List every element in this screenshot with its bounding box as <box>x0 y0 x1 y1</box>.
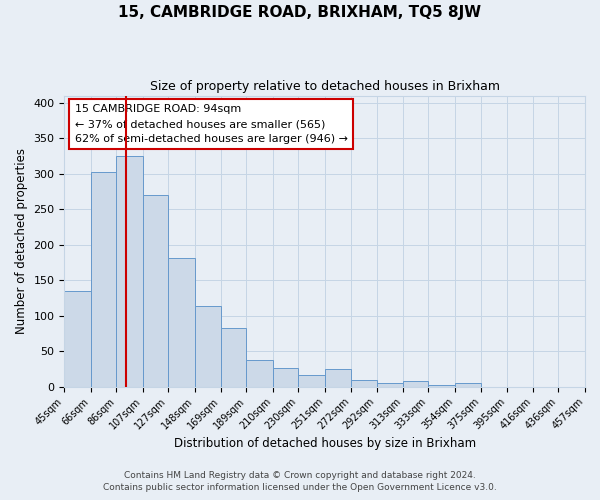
Bar <box>168 258 194 386</box>
Text: 15 CAMBRIDGE ROAD: 94sqm
← 37% of detached houses are smaller (565)
62% of semi-: 15 CAMBRIDGE ROAD: 94sqm ← 37% of detach… <box>75 104 348 144</box>
Bar <box>351 380 377 386</box>
Text: Contains HM Land Registry data © Crown copyright and database right 2024.
Contai: Contains HM Land Registry data © Crown c… <box>103 471 497 492</box>
Bar <box>377 383 403 386</box>
Bar <box>194 306 221 386</box>
Bar <box>64 291 91 386</box>
Bar <box>455 383 481 386</box>
Bar <box>403 381 428 386</box>
Bar <box>298 376 325 386</box>
Bar <box>247 360 273 386</box>
Bar <box>325 369 351 386</box>
Y-axis label: Number of detached properties: Number of detached properties <box>15 148 28 334</box>
Bar <box>273 368 298 386</box>
Bar <box>221 328 247 386</box>
Bar <box>143 195 168 386</box>
Bar <box>116 156 143 386</box>
X-axis label: Distribution of detached houses by size in Brixham: Distribution of detached houses by size … <box>173 437 476 450</box>
Title: Size of property relative to detached houses in Brixham: Size of property relative to detached ho… <box>150 80 500 93</box>
Bar <box>91 172 116 386</box>
Text: 15, CAMBRIDGE ROAD, BRIXHAM, TQ5 8JW: 15, CAMBRIDGE ROAD, BRIXHAM, TQ5 8JW <box>118 5 482 20</box>
